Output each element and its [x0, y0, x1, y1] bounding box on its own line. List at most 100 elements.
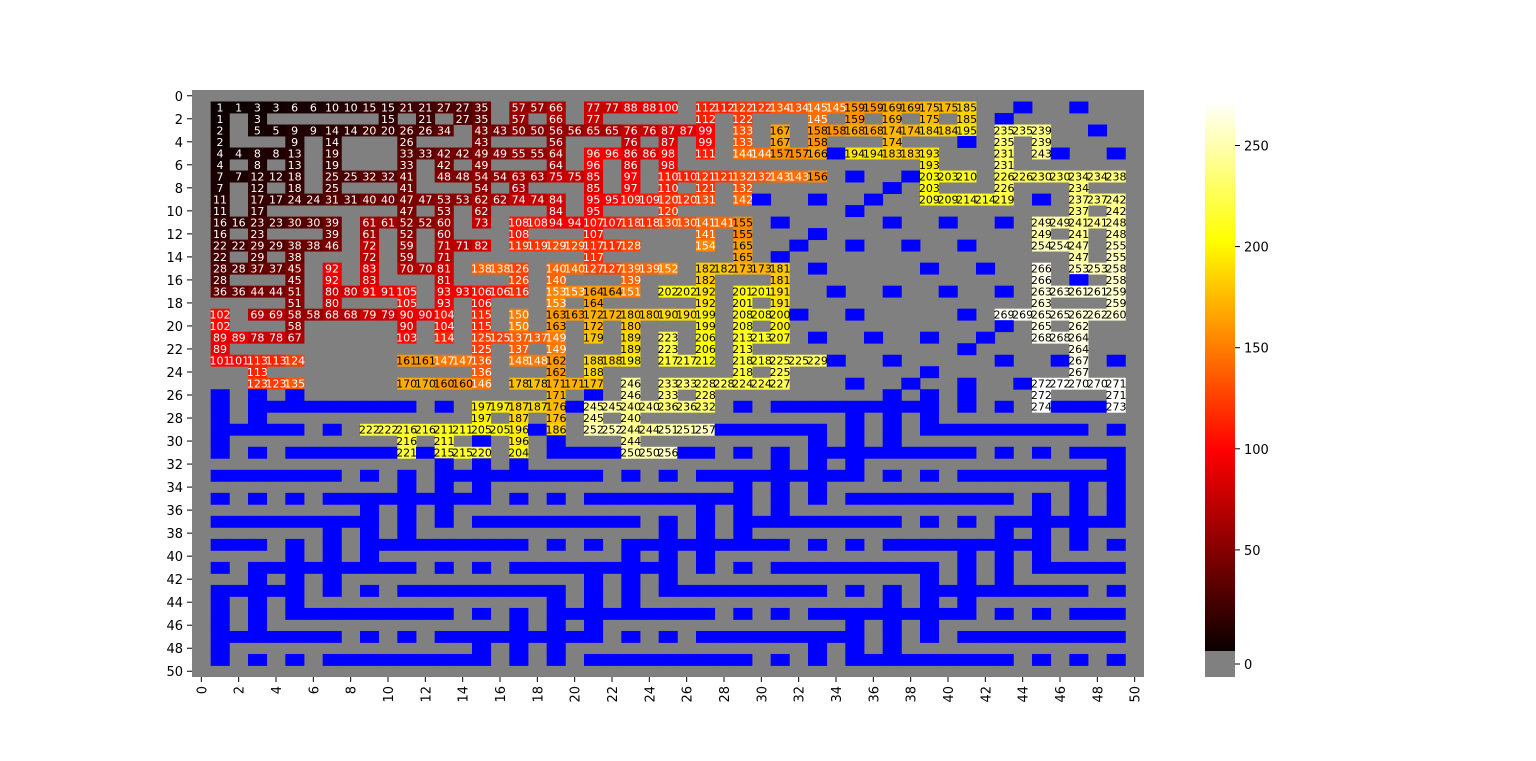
visited-cell [658, 101, 678, 114]
unexplored-cell [1106, 607, 1126, 620]
cell-value-label: 19 [325, 147, 339, 160]
unexplored-cell [640, 538, 660, 551]
cell-value-label: 17 [250, 193, 264, 206]
unexplored-cell [528, 584, 548, 597]
visited-cell [210, 170, 230, 183]
visited-cell [808, 113, 828, 125]
visited-cell [696, 343, 716, 356]
cell-value-label: 243 [1031, 147, 1052, 160]
unexplored-cell [920, 630, 940, 643]
x-tick-label: 42 [979, 686, 994, 703]
cell-value-label: 259 [1106, 285, 1127, 298]
unexplored-cell [845, 170, 865, 183]
cell-value-label: 9 [291, 124, 298, 137]
unexplored-cell [546, 515, 566, 528]
unexplored-cell [677, 492, 697, 505]
visited-cell [1050, 239, 1070, 252]
unexplored-cell [1032, 561, 1052, 574]
visited-cell [957, 193, 977, 206]
visited-cell [397, 147, 417, 160]
unexplored-cell [658, 607, 678, 620]
unexplored-cell [248, 446, 268, 459]
cell-value-label: 58 [306, 308, 320, 321]
colorbar-tick-label: 0 [1244, 658, 1252, 673]
visited-cell [472, 159, 492, 171]
unexplored-cell [1088, 124, 1108, 137]
visited-cell [733, 113, 753, 125]
cell-value-label: 120 [658, 205, 679, 218]
cell-value-label: 163 [546, 308, 567, 321]
cell-value-label: 19 [325, 159, 339, 172]
visited-cell [266, 147, 286, 160]
cell-value-label: 23 [269, 216, 283, 229]
unexplored-cell [658, 469, 678, 482]
visited-cell [322, 159, 342, 171]
cell-value-label: 263 [1031, 297, 1052, 310]
unexplored-cell [696, 538, 716, 551]
unexplored-cell [994, 515, 1014, 528]
unexplored-cell [882, 515, 902, 528]
unexplored-cell [994, 561, 1014, 574]
visited-cell [584, 113, 604, 125]
unexplored-cell [322, 573, 342, 586]
visited-cell [733, 377, 753, 390]
cell-value-label: 14 [325, 136, 339, 149]
unexplored-cell [789, 561, 809, 574]
visited-cell [266, 331, 286, 344]
unexplored-cell [285, 469, 305, 482]
visited-cell [509, 239, 529, 252]
unexplored-cell [920, 469, 940, 482]
unexplored-cell [360, 607, 380, 620]
visited-cell [733, 262, 753, 275]
unexplored-cell [733, 481, 753, 494]
visited-cell [584, 331, 604, 344]
unexplored-cell [509, 538, 529, 551]
unexplored-cell [360, 550, 380, 563]
cell-value-label: 260 [1106, 308, 1127, 321]
cell-value-label: 155 [732, 216, 753, 229]
unexplored-cell [752, 193, 772, 206]
visited-cell [509, 354, 529, 367]
visited-cell [434, 274, 454, 287]
cell-value-label: 82 [474, 239, 488, 252]
cell-value-label: 178 [527, 378, 548, 391]
unexplored-cell [248, 607, 268, 620]
cell-value-label: 196 [508, 435, 529, 448]
cell-value-label: 186 [546, 424, 567, 437]
visited-cell [1032, 136, 1052, 148]
visited-cell [770, 320, 790, 333]
cell-value-label: 217 [676, 354, 697, 367]
visited-cell [808, 147, 828, 160]
unexplored-cell [1032, 630, 1052, 643]
visited-cell [733, 239, 753, 252]
cell-value-label: 68 [344, 308, 358, 321]
cell-value-label: 85 [586, 182, 600, 195]
cell-value-label: 194 [863, 147, 884, 160]
visited-cell [696, 239, 716, 252]
visited-cell [266, 308, 286, 321]
cell-value-label: 196 [508, 424, 529, 437]
cell-value-label: 137 [508, 343, 529, 356]
unexplored-cell [845, 469, 865, 482]
cell-value-label: 203 [938, 170, 959, 183]
unexplored-cell [714, 469, 734, 482]
unexplored-cell [1088, 561, 1108, 574]
unexplored-cell [285, 492, 305, 505]
cell-value-label: 33 [400, 159, 414, 172]
visited-cell [957, 170, 977, 183]
cell-value-label: 180 [620, 320, 641, 333]
cell-value-label: 164 [602, 285, 623, 298]
cell-value-label: 15 [381, 101, 395, 114]
cell-value-label: 211 [452, 424, 473, 437]
visited-cell [1106, 216, 1126, 229]
visited-cell [584, 228, 604, 241]
visited-cell [565, 308, 585, 321]
visited-cell [397, 239, 417, 252]
unexplored-cell [770, 423, 790, 436]
unexplored-cell [789, 239, 809, 252]
visited-cell [490, 124, 510, 137]
unexplored-cell [1032, 607, 1052, 620]
unexplored-cell [360, 515, 380, 528]
cell-value-label: 10 [325, 101, 339, 114]
